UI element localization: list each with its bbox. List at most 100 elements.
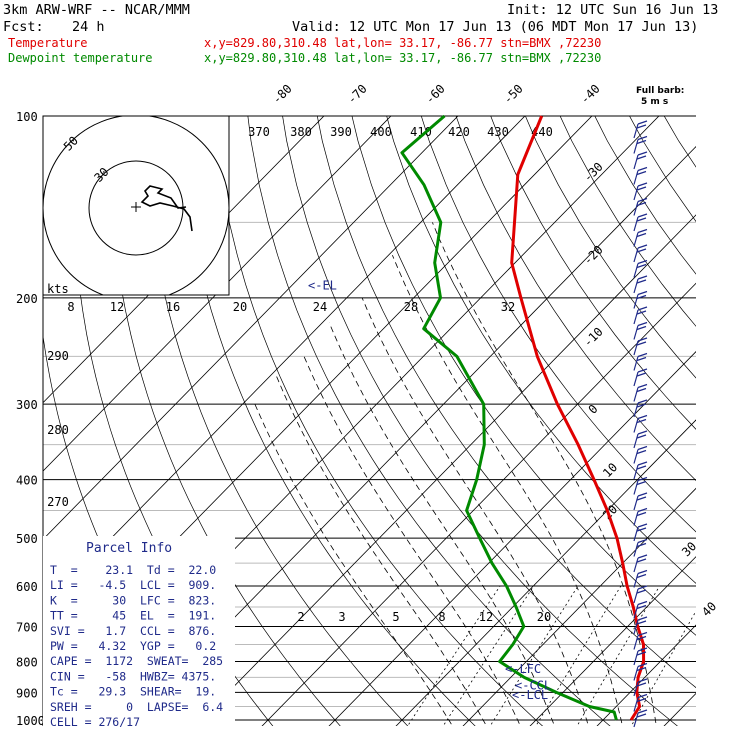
wind-barb: [633, 569, 648, 588]
wind-barb: [633, 151, 648, 170]
level-marker: <-EL: [308, 279, 337, 293]
lower-axis-label: 24: [313, 300, 327, 314]
wind-barb: [633, 399, 648, 418]
parcel-info-title: Parcel Info: [86, 541, 172, 556]
isotherm: [43, 116, 526, 609]
wind-barb: [633, 585, 648, 604]
hodograph-unit-label: kts: [47, 282, 69, 296]
lower-axis-label: 8: [67, 300, 74, 314]
wind-barb: [633, 709, 648, 728]
pressure-label-400: 400: [16, 474, 38, 488]
dewpoint-profile: [400, 114, 618, 721]
wind-barbs: [633, 120, 648, 728]
parcel-info-row: LI = -4.5 LCL = 909.: [50, 578, 216, 592]
wind-barb: [633, 228, 648, 247]
parcel-info-row: CELL = 276/17: [50, 715, 140, 729]
parcel-info-row: T = 23.1 Td = 22.0: [50, 563, 216, 577]
isotherm: [596, 624, 696, 726]
isotherm-label: -20: [581, 243, 606, 268]
theta-label: 420: [448, 125, 470, 139]
init-time: Init: 12 UTC Sun 16 Jun 13: [507, 2, 718, 18]
mixing-ratio-line: [407, 585, 501, 726]
wind-barb: [633, 631, 648, 650]
dry-adiabat: [455, 116, 696, 481]
pressure-label-200: 200: [16, 292, 38, 306]
dry-adiabat: [282, 116, 678, 726]
pressure-label-700: 700: [16, 620, 38, 634]
wind-barb: [633, 352, 648, 371]
mixing-ratio-label: 8: [438, 610, 445, 624]
parcel-info-row: TT = 45 EL = 191.: [50, 609, 216, 623]
level-marker: <-LCL: [512, 688, 548, 702]
wind-key-line2: 5 m s: [641, 97, 668, 107]
wind-barb: [633, 182, 648, 201]
wind-barb: [633, 647, 648, 666]
legend-dewpoint: Dewpoint temperature: [8, 51, 153, 65]
legend-temperature: Temperature: [8, 36, 87, 50]
wind-barb: [633, 507, 648, 526]
parcel-info-row: CIN = -58 HWBZ= 4375.: [50, 669, 216, 683]
mixing-ratio-line: [442, 585, 535, 726]
dry-adiabat: [212, 116, 544, 726]
moist-adiabat: [392, 255, 623, 726]
wind-barb: [633, 461, 648, 480]
wind-barb: [633, 166, 648, 185]
theta-low-label: 280: [47, 423, 69, 437]
mixing-ratio-label: 2: [297, 610, 304, 624]
parcel-info-row: K = 30 LFC = 823.: [50, 593, 216, 607]
wind-barb: [633, 492, 648, 511]
parcel-info-row: PW = 4.32 YGP = 0.2: [50, 639, 216, 653]
theta-low-label: 290: [47, 349, 69, 363]
dry-adiabat: [316, 116, 696, 689]
wind-barb: [633, 600, 648, 619]
dry-adiabat: [178, 116, 476, 726]
wind-barb: [633, 197, 648, 216]
theta-label: 400: [370, 125, 392, 139]
theta-low-label: 270: [47, 495, 69, 509]
temperature-profile: [510, 115, 646, 721]
isotherm: [462, 487, 696, 726]
valid-time: Valid: 12 UTC Mon 17 Jun 13 (06 MDT Mon …: [292, 19, 698, 35]
pressure-label-600: 600: [16, 580, 38, 594]
level-marker: <-CCL: [515, 678, 551, 692]
parcel-info-row: SREH = 0 LAPSE= 6.4: [50, 700, 223, 714]
dry-adiabat: [490, 116, 696, 430]
isotherm: [395, 419, 696, 726]
moist-adiabat: [254, 404, 453, 726]
pressure-label-800: 800: [16, 655, 38, 669]
hodograph: 30 50 kts: [42, 115, 230, 296]
moist-adiabat: [432, 222, 657, 726]
wind-key-line1: Full barb:: [636, 86, 684, 96]
forecast-label: Fcst:: [3, 19, 44, 35]
isotherm-label: 30: [679, 539, 699, 559]
wind-barb: [633, 445, 648, 464]
isotherm: [43, 116, 392, 472]
wind-barb: [633, 259, 648, 278]
isotherm: [43, 116, 325, 404]
wind-barb: [633, 135, 648, 154]
pressure-label-300: 300: [16, 398, 38, 412]
theta-label: 370: [248, 125, 270, 139]
wind-barb: [633, 213, 648, 232]
wind-barb: [633, 538, 648, 557]
wind-barb: [633, 337, 648, 356]
isotherm-label: -50: [501, 82, 526, 107]
model-title: 3km ARW-WRF -- NCAR/MMM: [3, 2, 190, 18]
forecast-hours: 24 h: [72, 19, 105, 35]
isotherm: [529, 556, 696, 726]
wind-barb: [633, 523, 648, 542]
parcel-info-row: CAPE = 1172 SWEAT= 285: [50, 654, 223, 668]
mixing-ratio-label: 3: [338, 610, 345, 624]
dry-adiabat: [143, 116, 409, 726]
lower-axis-label: 20: [233, 300, 247, 314]
parcel-info-row: SVI = 1.7 CCL = 876.: [50, 624, 216, 638]
wind-barb: [633, 430, 648, 449]
lower-axis-label: 16: [166, 300, 180, 314]
isotherm: [43, 116, 459, 540]
theta-label: 410: [410, 125, 432, 139]
moist-adiabat: [276, 376, 487, 726]
isotherm: [261, 282, 696, 726]
mixing-ratio-line: [535, 585, 622, 726]
wind-barb: [633, 290, 648, 309]
